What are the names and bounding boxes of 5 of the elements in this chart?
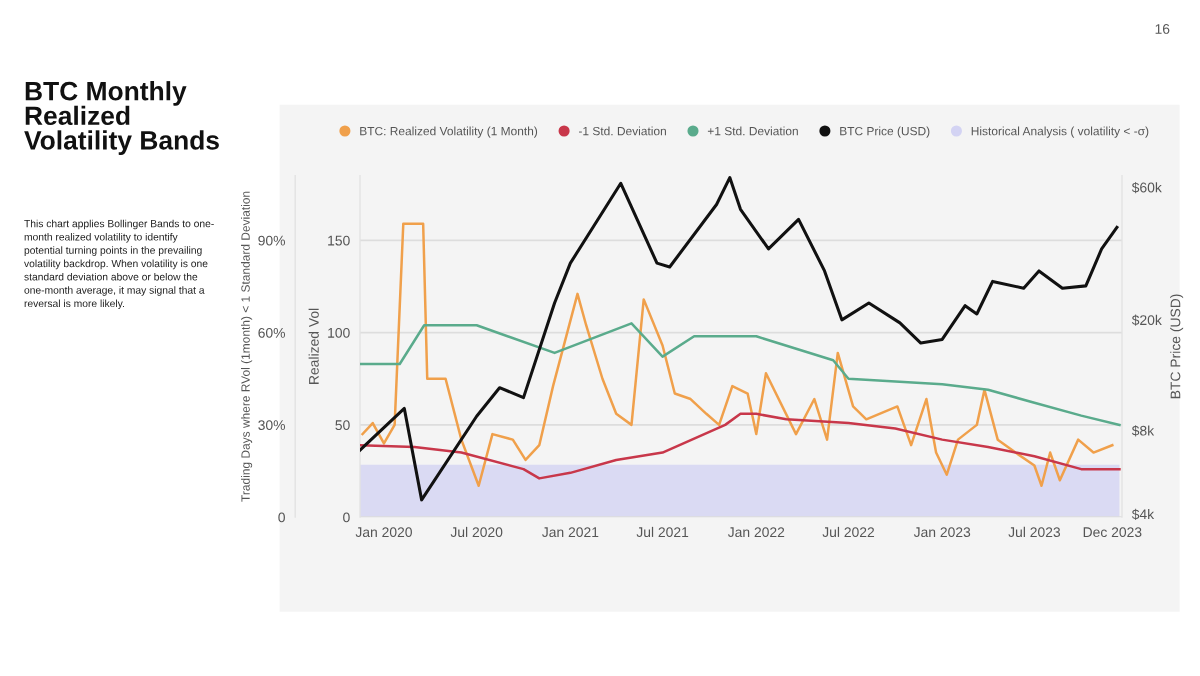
- line-series: [361, 222, 1114, 488]
- line-series: [360, 412, 1121, 480]
- line-series: [360, 322, 1121, 427]
- line-series: [360, 176, 1119, 502]
- text: BTC Monthly Realized Volatility Bands: [24, 81, 219, 155]
